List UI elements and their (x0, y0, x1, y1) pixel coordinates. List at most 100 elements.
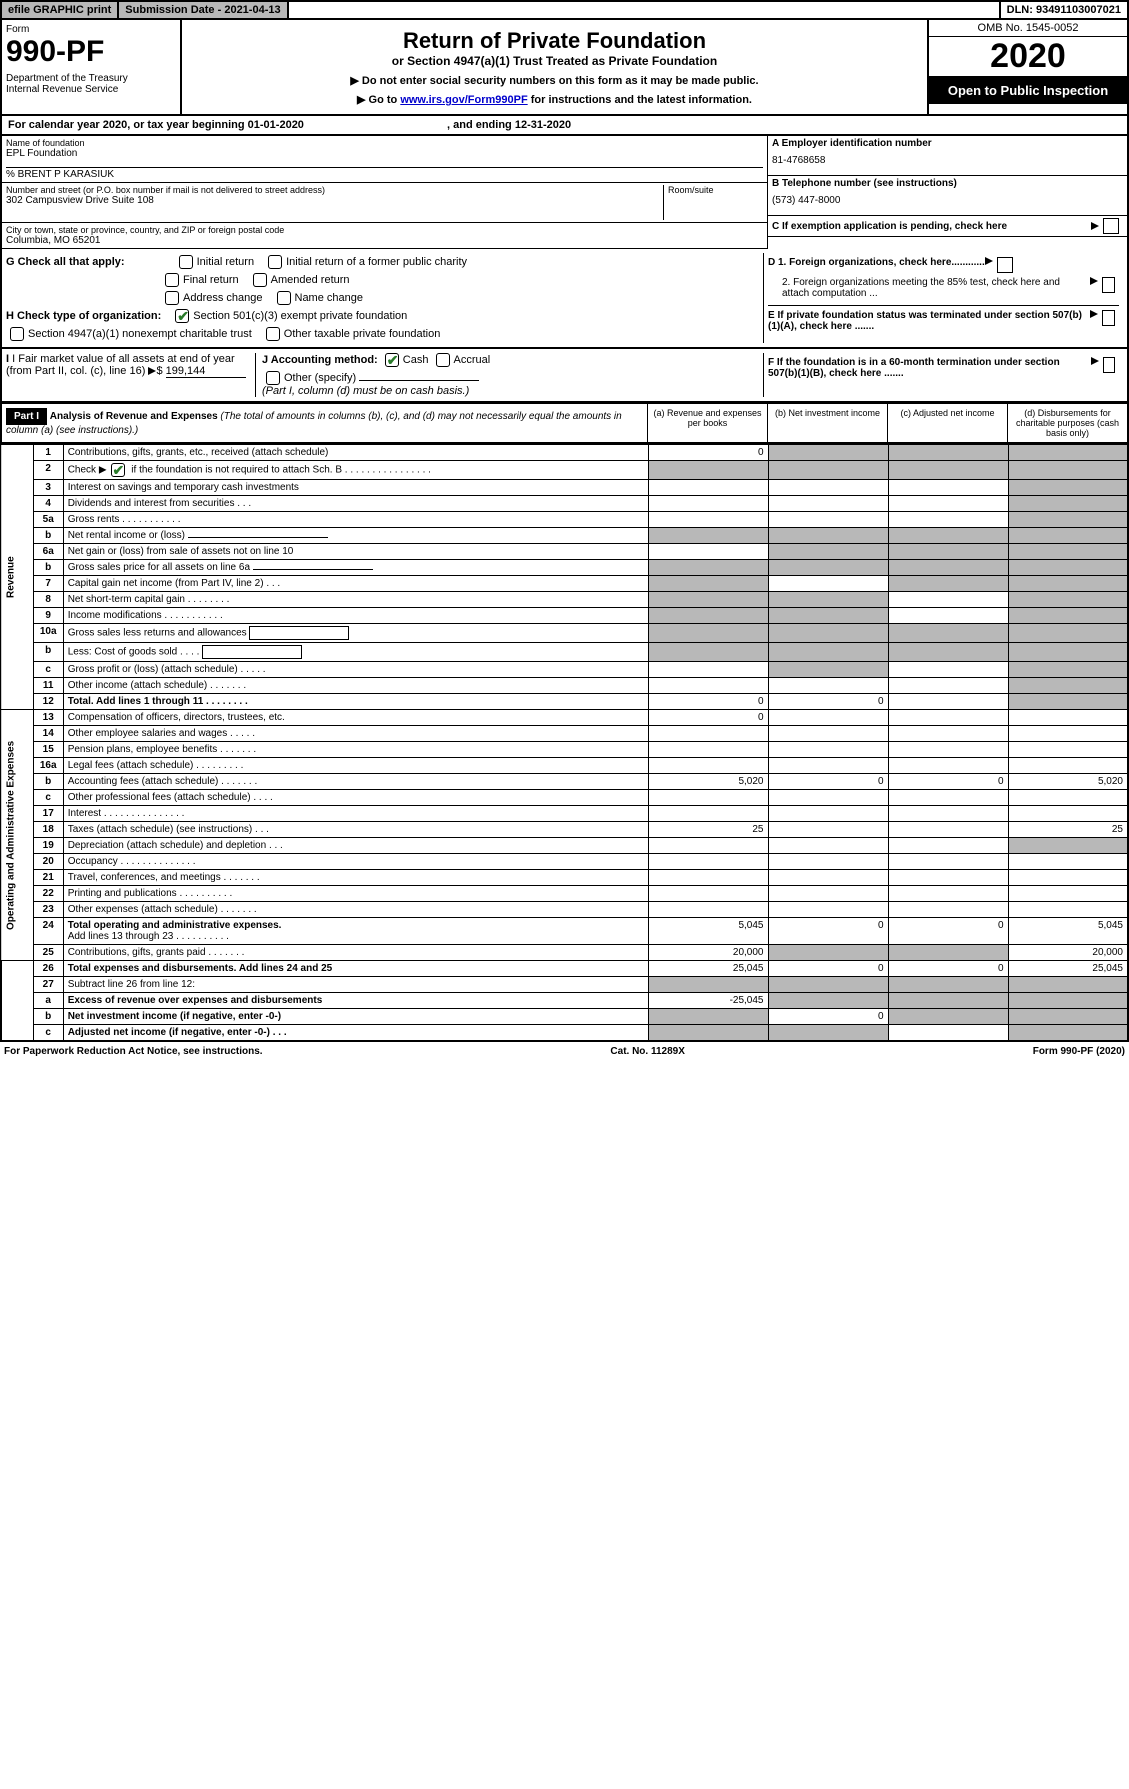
city-cell: City or town, state or province, country… (2, 223, 767, 249)
footer-left: For Paperwork Reduction Act Notice, see … (4, 1046, 263, 1057)
table-row: 21Travel, conferences, and meetings . . … (1, 870, 1128, 886)
year-block: OMB No. 1545-0052 2020 Open to Public In… (927, 20, 1127, 114)
checkbox-initial-former[interactable] (268, 255, 282, 269)
table-row: bNet investment income (if negative, ent… (1, 1009, 1128, 1025)
table-row: 12Total. Add lines 1 through 11 . . . . … (1, 694, 1128, 710)
checkbox-amended-return[interactable] (253, 273, 267, 287)
checkbox-4947[interactable] (10, 327, 24, 341)
col-c-head: (c) Adjusted net income (887, 404, 1007, 442)
table-row: 24Total operating and administrative exp… (1, 918, 1128, 945)
col-a-head: (a) Revenue and expenses per books (647, 404, 767, 442)
room-label: Room/suite (668, 185, 763, 195)
form-title: Return of Private Foundation (190, 28, 919, 54)
j-block: J Accounting method: Cash Accrual Other … (256, 353, 763, 397)
table-row: 19Depreciation (attach schedule) and dep… (1, 838, 1128, 854)
table-row: 23Other expenses (attach schedule) . . .… (1, 902, 1128, 918)
table-row: 3Interest on savings and temporary cash … (1, 480, 1128, 496)
table-row: cGross profit or (loss) (attach schedule… (1, 662, 1128, 678)
checkbox-e[interactable] (1102, 310, 1115, 326)
efile-label[interactable]: efile GRAPHIC print (2, 2, 119, 18)
col-d-head: (d) Disbursements for charitable purpose… (1007, 404, 1127, 442)
form-title-block: Return of Private Foundation or Section … (182, 20, 927, 114)
checkbox-accrual[interactable] (436, 353, 450, 367)
checkbox-name-change[interactable] (277, 291, 291, 305)
checkbox-501c3[interactable] (175, 309, 189, 323)
footer-mid: Cat. No. 11289X (610, 1046, 684, 1057)
checkbox-c[interactable] (1103, 218, 1119, 234)
form-subtitle: or Section 4947(a)(1) Trust Treated as P… (190, 54, 919, 68)
table-row: bNet rental income or (loss) (1, 528, 1128, 544)
arrow-icon (148, 367, 156, 375)
checkbox-final-return[interactable] (165, 273, 179, 287)
table-row: 25Contributions, gifts, grants paid . . … (1, 945, 1128, 961)
table-row: Operating and Administrative Expenses 13… (1, 710, 1128, 726)
phone-cell: B Telephone number (see instructions) (5… (768, 176, 1127, 216)
omb-number: OMB No. 1545-0052 (929, 20, 1127, 37)
table-row: 10aGross sales less returns and allowanc… (1, 624, 1128, 643)
d-e-block: D 1. Foreign organizations, check here..… (763, 253, 1123, 343)
part1-title: Analysis of Revenue and Expenses (50, 411, 218, 422)
table-row: Revenue 1Contributions, gifts, grants, e… (1, 445, 1128, 461)
form-label: Form (6, 24, 176, 35)
table-row: 17Interest . . . . . . . . . . . . . . . (1, 806, 1128, 822)
top-bar: efile GRAPHIC print Submission Date - 20… (0, 0, 1129, 20)
checkbox-other-taxable[interactable] (266, 327, 280, 341)
table-row: 2Check ▶ if the foundation is not requir… (1, 461, 1128, 480)
dept-label: Department of the TreasuryInternal Reven… (6, 73, 176, 95)
table-row: 14Other employee salaries and wages . . … (1, 726, 1128, 742)
footer-right: Form 990-PF (2020) (1033, 1046, 1125, 1057)
checkbox-other-method[interactable] (266, 371, 280, 385)
table-row: 18Taxes (attach schedule) (see instructi… (1, 822, 1128, 838)
table-row: 16aLegal fees (attach schedule) . . . . … (1, 758, 1128, 774)
checkbox-d2[interactable] (1102, 277, 1115, 293)
table-row: 5aGross rents . . . . . . . . . . . (1, 512, 1128, 528)
info-grid: Name of foundation EPL Foundation % BREN… (0, 136, 1129, 249)
ein-cell: A Employer identification number 81-4768… (768, 136, 1127, 176)
form-note-2: ▶ Go to www.irs.gov/Form990PF for instru… (190, 93, 919, 106)
h-row: H Check type of organization: Section 50… (6, 307, 763, 325)
f-block: F If the foundation is in a 60-month ter… (763, 353, 1123, 397)
arrow-icon (1090, 310, 1098, 318)
calendar-year-row: For calendar year 2020, or tax year begi… (0, 116, 1129, 136)
table-row: aExcess of revenue over expenses and dis… (1, 993, 1128, 1009)
i-block: I I Fair market value of all assets at e… (6, 353, 256, 397)
form-header: Form 990-PF Department of the TreasuryIn… (0, 20, 1129, 116)
table-row: 6aNet gain or (loss) from sale of assets… (1, 544, 1128, 560)
g-row: G Check all that apply: Initial return I… (6, 253, 763, 271)
table-row: 26Total expenses and disbursements. Add … (1, 961, 1128, 977)
arrow-icon (1090, 277, 1098, 285)
arrow-icon (1091, 222, 1099, 230)
checkbox-cash[interactable] (385, 353, 399, 367)
table-row: cOther professional fees (attach schedul… (1, 790, 1128, 806)
checkbox-initial-return[interactable] (179, 255, 193, 269)
table-row: bLess: Cost of goods sold . . . . (1, 643, 1128, 662)
table-row: 22Printing and publications . . . . . . … (1, 886, 1128, 902)
checkbox-address-change[interactable] (165, 291, 179, 305)
form-link[interactable]: www.irs.gov/Form990PF (400, 94, 527, 106)
form-note-1: ▶ Do not enter social security numbers o… (190, 74, 919, 87)
section-i-j-f: I I Fair market value of all assets at e… (0, 349, 1129, 403)
fmv-value: 199,144 (166, 365, 246, 378)
arrow-icon (985, 257, 993, 265)
table-row: 15Pension plans, employee benefits . . .… (1, 742, 1128, 758)
expenses-side-label: Operating and Administrative Expenses (1, 710, 33, 961)
revenue-side-label: Revenue (1, 445, 33, 710)
checkbox-f[interactable] (1103, 357, 1116, 373)
part1-header-row: Part I Analysis of Revenue and Expenses … (0, 403, 1129, 444)
section-g-h: G Check all that apply: Initial return I… (0, 249, 1129, 349)
col-b-head: (b) Net investment income (767, 404, 887, 442)
table-row: 7Capital gain net income (from Part IV, … (1, 576, 1128, 592)
table-row: 20Occupancy . . . . . . . . . . . . . . (1, 854, 1128, 870)
exemption-pending-cell: C If exemption application is pending, c… (768, 216, 1127, 237)
part1-label: Part I (6, 408, 47, 425)
table-row: 27Subtract line 26 from line 12: (1, 977, 1128, 993)
form-id-block: Form 990-PF Department of the TreasuryIn… (2, 20, 182, 114)
dln: DLN: 93491103007021 (999, 2, 1127, 18)
tax-year: 2020 (929, 37, 1127, 77)
address-cell: Number and street (or P.O. box number if… (2, 183, 767, 223)
checkbox-sch-b[interactable] (111, 463, 125, 477)
checkbox-d1[interactable] (997, 257, 1013, 273)
submission-date: Submission Date - 2021-04-13 (119, 2, 288, 18)
main-table: Revenue 1Contributions, gifts, grants, e… (0, 444, 1129, 1042)
table-row: 8Net short-term capital gain . . . . . .… (1, 592, 1128, 608)
